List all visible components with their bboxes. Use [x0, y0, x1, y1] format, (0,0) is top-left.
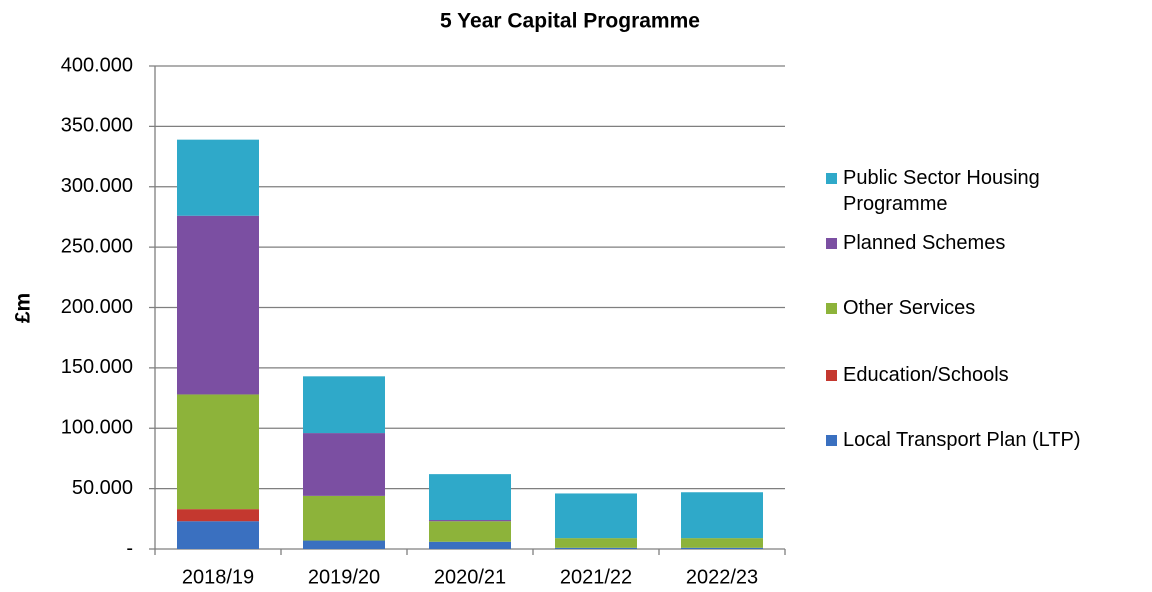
bar-segment [303, 540, 385, 549]
chart-title: 5 Year Capital Programme [440, 10, 700, 33]
y-tick-label: 200.000 [61, 296, 133, 318]
y-axis-label: £m [12, 293, 35, 323]
bar-segment [429, 541, 511, 549]
legend-item: Public Sector Housing Programme [826, 165, 1146, 217]
x-tick-label: 2021/22 [560, 566, 632, 588]
bar-segment [303, 433, 385, 496]
x-tick-label: 2022/23 [686, 566, 758, 588]
bar-segment [429, 521, 511, 542]
bar-segment [177, 215, 259, 395]
bar-segment [555, 538, 637, 548]
y-tick-label: 150.000 [61, 356, 133, 378]
legend-label: Public Sector Housing Programme [843, 167, 1040, 215]
bar-segment [429, 520, 511, 522]
legend-item: Other Services [826, 295, 1146, 321]
bar-segment [177, 509, 259, 522]
bar-segment [303, 495, 385, 541]
y-tick-label: 50.000 [72, 477, 133, 499]
y-tick-label: - [126, 537, 133, 559]
bar-segment [303, 376, 385, 434]
legend-label: Local Transport Plan (LTP) [843, 429, 1081, 451]
legend-item: Planned Schemes [826, 230, 1146, 256]
legend-item: Education/Schools [826, 362, 1146, 388]
bar-segment [681, 538, 763, 548]
x-tick-label: 2018/19 [182, 566, 254, 588]
x-tick-label: 2019/20 [308, 566, 380, 588]
bar-segment [681, 547, 763, 549]
legend-item: Local Transport Plan (LTP) [826, 427, 1146, 453]
x-tick-label: 2020/21 [434, 566, 506, 588]
y-tick-label: 350.000 [61, 115, 133, 137]
legend-label: Planned Schemes [843, 232, 1006, 254]
bar-segment [681, 492, 763, 539]
bar-segment [555, 493, 637, 539]
legend-swatch [826, 303, 837, 314]
legend-swatch [826, 435, 837, 446]
legend-label: Education/Schools [843, 364, 1009, 386]
bar-segment [177, 521, 259, 549]
y-tick-label: 250.000 [61, 235, 133, 257]
legend-label: Other Services [843, 297, 976, 319]
legend-swatch [826, 370, 837, 381]
y-tick-label: 100.000 [61, 417, 133, 439]
bar-segment [177, 139, 259, 216]
bar-segment [429, 474, 511, 521]
y-tick-label: 300.000 [61, 175, 133, 197]
legend-swatch [826, 173, 837, 184]
y-tick-label: 400.000 [61, 54, 133, 76]
bar-segment [177, 394, 259, 510]
bar-segment [555, 547, 637, 549]
legend-swatch [826, 238, 837, 249]
